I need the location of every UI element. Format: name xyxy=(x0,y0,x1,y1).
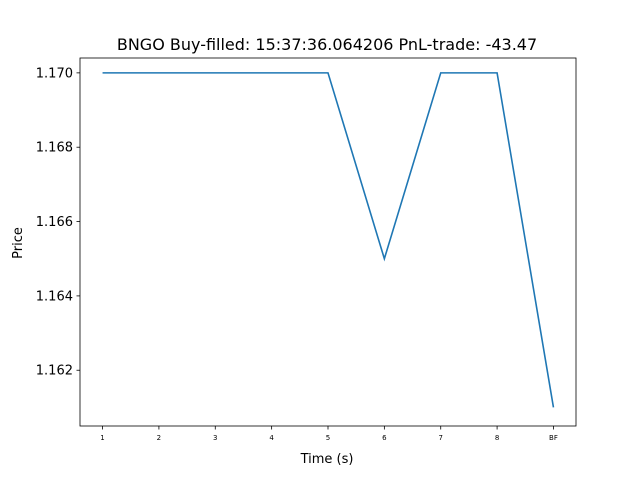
x-tick-label: 8 xyxy=(495,434,499,442)
plot-frame xyxy=(79,57,577,427)
x-tick-label: 3 xyxy=(213,434,217,442)
x-tick-label: 6 xyxy=(382,434,387,442)
y-axis-label: Price xyxy=(11,227,26,259)
x-tick-label: 2 xyxy=(157,434,161,442)
x-tick-label: 1 xyxy=(100,434,104,442)
x-tick-label: 5 xyxy=(326,434,330,442)
x-tick-label: BF xyxy=(549,434,558,442)
plot-area: 1 2 3 4 5 6 7 8 BF 1.162 1.164 1.166 1.168 1.170 xyxy=(36,57,577,442)
x-tick-label: 7 xyxy=(438,434,442,442)
chart-title: BNGO Buy-filled: 15:37:36.064206 PnL-tra… xyxy=(117,35,537,54)
y-tick-label: 1.166 xyxy=(36,215,73,230)
x-tick-label: 4 xyxy=(269,434,274,442)
series-line-0 xyxy=(102,72,555,408)
y-tick-label: 1.162 xyxy=(36,364,73,379)
y-tick-label: 1.170 xyxy=(36,66,73,81)
y-tick-label: 1.164 xyxy=(36,289,73,304)
x-axis-label: Time (s) xyxy=(300,452,354,467)
y-tick-label: 1.168 xyxy=(36,141,73,156)
